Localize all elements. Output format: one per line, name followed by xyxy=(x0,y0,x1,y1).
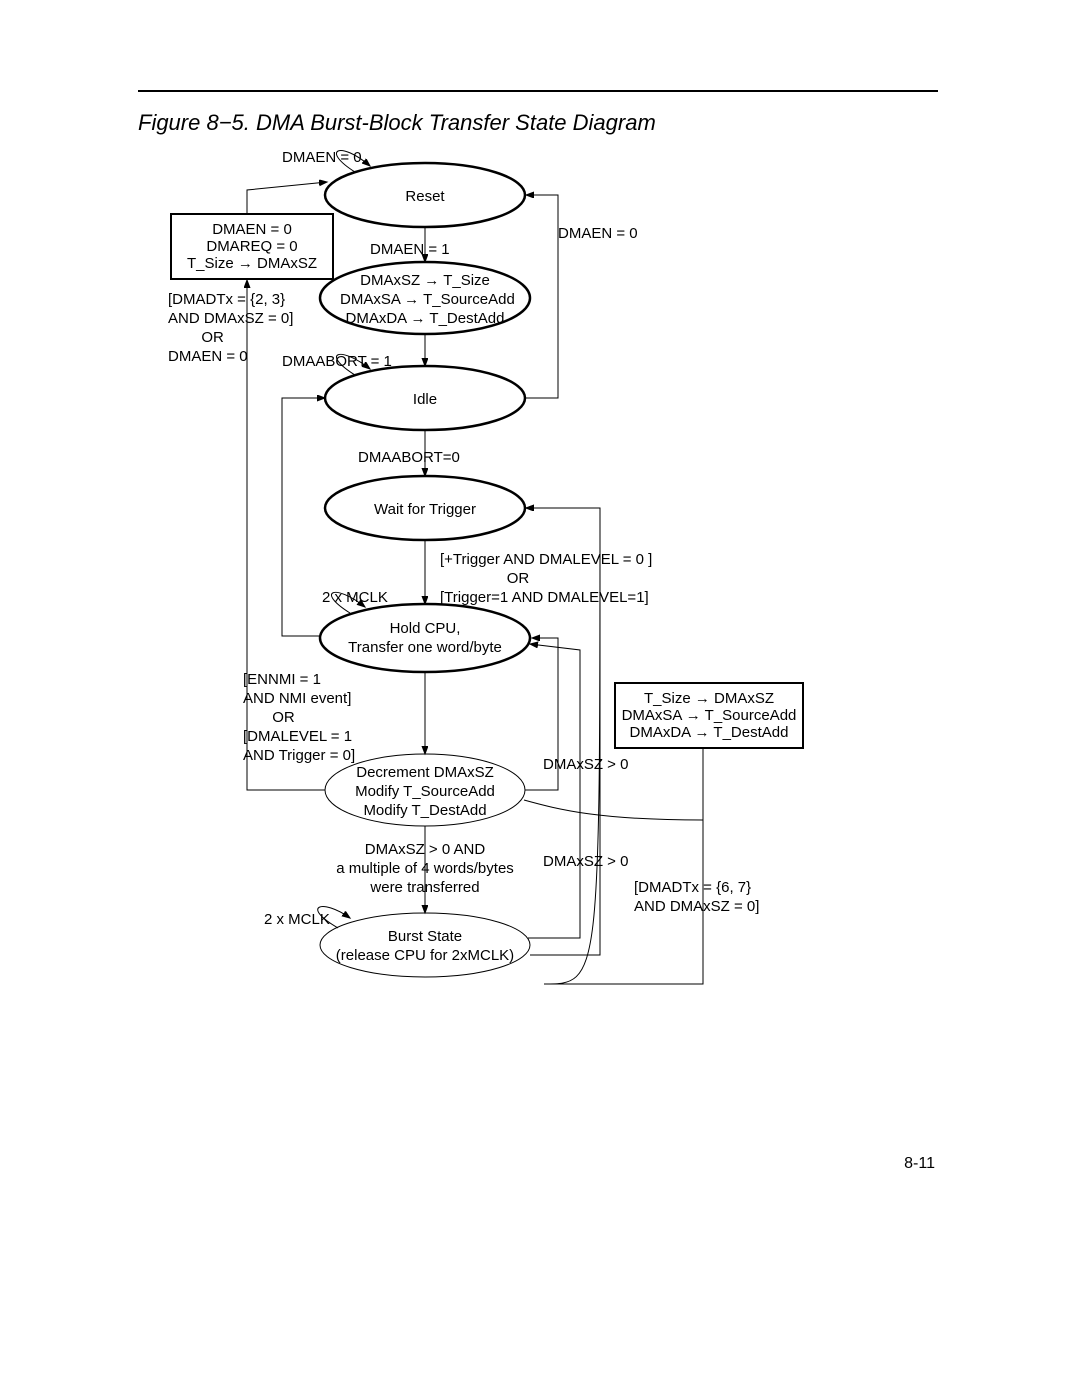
tr1: OR xyxy=(507,570,530,587)
init-l1: DMAxSA → T_SourceAdd xyxy=(340,291,515,308)
lbl-mclk1: 2 x MCLK xyxy=(322,588,388,607)
state-decr-label: Decrement DMAxSZ Modify T_SourceAdd Modi… xyxy=(340,763,510,820)
burst-l0: Burst State xyxy=(388,928,462,945)
lc2: OR xyxy=(201,329,224,346)
lbl-dmaen1: DMAEN = 1 xyxy=(370,240,450,259)
boxl-1: DMAREQ = 0 xyxy=(206,238,297,255)
state-burst-label: Burst State (release CPU for 2xMCLK) xyxy=(330,927,520,965)
page-number: 8-11 xyxy=(904,1155,935,1173)
decr-l2: Modify T_DestAdd xyxy=(363,802,486,819)
lc1: AND DMAxSZ = 0] xyxy=(168,310,293,327)
decr-l1: Modify T_SourceAdd xyxy=(355,783,495,800)
boxr-0: T_Size → DMAxSZ xyxy=(644,690,774,707)
state-idle-label: Idle xyxy=(400,390,450,409)
boxl-2: T_Size → DMAxSZ xyxy=(187,255,317,272)
lbl-dmaabort1: DMAABORT = 1 xyxy=(282,352,392,371)
hold-l0: Hold CPU, xyxy=(390,620,461,637)
en0: [ENNMI = 1 xyxy=(243,671,321,688)
state-reset-label: Reset xyxy=(375,187,475,206)
lbl-szgt0-l: DMAxSZ > 0 xyxy=(543,755,628,774)
bc2: were transferred xyxy=(370,879,479,896)
tr0: [+Trigger AND DMALEVEL = 0 ] xyxy=(440,551,652,568)
lbl-dmaen0-r: DMAEN = 0 xyxy=(558,224,638,243)
page: Figure 8−5. DMA Burst-Block Transfer Sta… xyxy=(0,0,1080,1397)
edge-hold-idle xyxy=(282,398,325,636)
bc0: DMAxSZ > 0 AND xyxy=(365,841,485,858)
en1: AND NMI event] xyxy=(243,690,351,707)
en2: OR xyxy=(272,709,295,726)
state-init-label: DMAxSZ → T_Size DMAxSA → T_SourceAdd DMA… xyxy=(340,271,510,328)
boxr-1: DMAxSA → T_SourceAdd xyxy=(622,707,797,724)
box-right: T_Size → DMAxSZ DMAxSA → T_SourceAdd DMA… xyxy=(614,682,804,749)
boxl-0: DMAEN = 0 xyxy=(212,221,292,238)
hold-l1: Transfer one word/byte xyxy=(348,639,502,656)
lbl-mclk2: 2 x MCLK xyxy=(264,910,330,929)
edge-leftbox-reset xyxy=(247,182,327,213)
diagram-svg xyxy=(0,0,1080,1397)
lc0: [DMADTx = {2, 3} xyxy=(168,291,285,308)
bc1: a multiple of 4 words/bytes xyxy=(336,860,514,877)
rc1: AND DMAxSZ = 0] xyxy=(634,898,759,915)
lbl-burstcond: DMAxSZ > 0 AND a multiple of 4 words/byt… xyxy=(310,840,540,897)
lbl-dmaen0-top: DMAEN = 0 xyxy=(282,148,362,167)
en4: AND Trigger = 0] xyxy=(243,747,355,764)
tr2: [Trigger=1 AND DMALEVEL=1] xyxy=(440,589,649,606)
init-l2: DMAxDA → T_DestAdd xyxy=(346,310,505,327)
decr-l0: Decrement DMAxSZ xyxy=(356,764,494,781)
lbl-dmaabort0: DMAABORT=0 xyxy=(358,448,460,467)
init-l0: DMAxSZ → T_Size xyxy=(360,272,490,289)
box-left: DMAEN = 0 DMAREQ = 0 T_Size → DMAxSZ xyxy=(170,213,334,280)
lbl-rightcond: [DMADTx = {6, 7} AND DMAxSZ = 0] xyxy=(634,878,759,916)
lbl-ennmi: [ENNMI = 1 AND NMI event] OR [DMALEVEL =… xyxy=(243,670,355,765)
en3: [DMALEVEL = 1 xyxy=(243,728,352,745)
rc0: [DMADTx = {6, 7} xyxy=(634,879,751,896)
state-hold-label: Hold CPU, Transfer one word/byte xyxy=(340,619,510,657)
lc3: DMAEN = 0 xyxy=(168,348,248,365)
lbl-leftcond: [DMADTx = {2, 3} AND DMAxSZ = 0] OR DMAE… xyxy=(168,290,293,366)
boxr-2: DMAxDA → T_DestAdd xyxy=(630,724,789,741)
lbl-szgt0-r: DMAxSZ > 0 xyxy=(543,852,628,871)
burst-l1: (release CPU for 2xMCLK) xyxy=(336,947,514,964)
state-wait-label: Wait for Trigger xyxy=(355,500,495,519)
lbl-trigger: [+Trigger AND DMALEVEL = 0 ] OR [Trigger… xyxy=(440,550,652,607)
